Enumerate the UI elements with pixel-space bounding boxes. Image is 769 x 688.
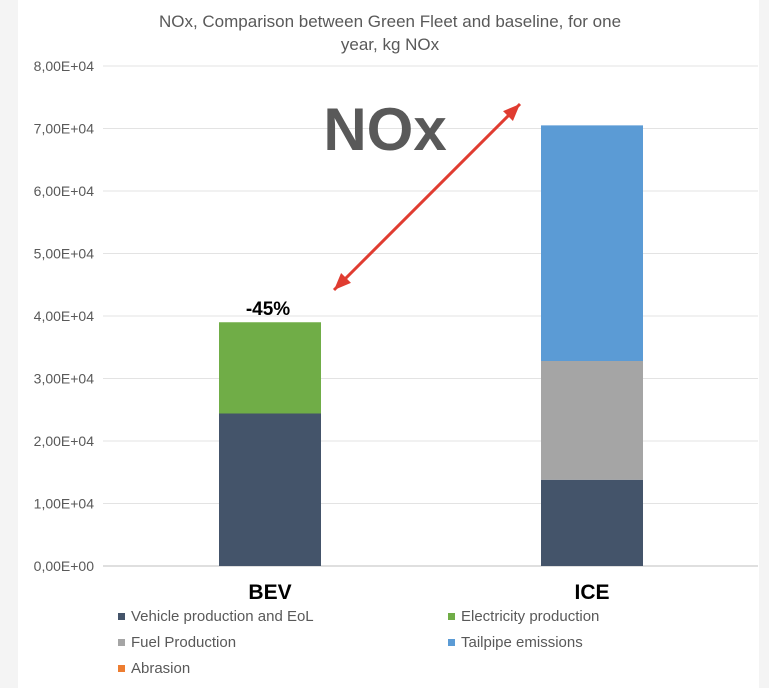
y-tick-label: 3,00E+04 xyxy=(34,371,95,387)
y-tick-label: 0,00E+00 xyxy=(34,558,95,574)
x-axis-labels: BEV ICE xyxy=(248,581,609,604)
y-tick-label: 8,00E+04 xyxy=(34,58,95,74)
legend-swatch xyxy=(118,613,125,620)
chart: NOx, Comparison between Green Fleet and … xyxy=(34,12,758,604)
legend-label: Vehicle production and EoL xyxy=(131,608,314,625)
legend-swatch xyxy=(448,613,455,620)
chart-title: NOx, Comparison between Green Fleet and … xyxy=(159,12,621,54)
bars xyxy=(219,125,643,566)
legend-item: Electricity production xyxy=(448,608,599,625)
bar-segment xyxy=(541,125,643,361)
chart-title-line: year, kg NOx xyxy=(341,35,440,54)
y-tick-label: 1,00E+04 xyxy=(34,496,95,512)
legend-item: Vehicle production and EoL xyxy=(118,608,314,625)
y-tick-label: 6,00E+04 xyxy=(34,183,95,199)
reduction-arrow-line xyxy=(332,102,522,292)
legend-swatch xyxy=(448,639,455,646)
y-tick-label: 2,00E+04 xyxy=(34,433,95,449)
bar-segment xyxy=(541,361,643,480)
legend-label: Fuel Production xyxy=(131,634,237,651)
legend-swatch xyxy=(118,665,125,672)
gridlines xyxy=(103,65,758,567)
legend-item: Tailpipe emissions xyxy=(448,634,583,651)
y-tick-label: 5,00E+04 xyxy=(34,246,95,262)
chart-title-line: NOx, Comparison between Green Fleet and … xyxy=(159,12,621,31)
legend-label: Electricity production xyxy=(461,608,600,625)
bar-segment xyxy=(219,413,321,566)
y-axis-ticks: 0,00E+00 1,00E+04 2,00E+04 3,00E+04 4,00E+04… xyxy=(34,58,95,574)
x-category-label: ICE xyxy=(574,581,609,604)
bar-segment xyxy=(541,479,643,566)
legend-item: Abrasion xyxy=(118,660,190,677)
y-tick-label: 4,00E+04 xyxy=(34,308,95,324)
chart-panel: NOx, Comparison between Green Fleet and … xyxy=(18,0,759,688)
bar-segment xyxy=(219,322,321,414)
arrow-head-icon xyxy=(503,104,520,121)
arrow-head-icon xyxy=(334,273,351,290)
y-tick-label: 7,00E+04 xyxy=(34,121,95,137)
x-category-label: BEV xyxy=(248,581,291,604)
legend-swatch xyxy=(118,639,125,646)
annotations: NOx -45% xyxy=(246,96,522,320)
reduction-label: -45% xyxy=(246,299,290,320)
legend-label: Tailpipe emissions xyxy=(461,634,583,651)
legend-item: Fuel Production xyxy=(118,634,236,651)
legend-label: Abrasion xyxy=(131,660,191,677)
nox-big-label: NOx xyxy=(323,96,446,163)
